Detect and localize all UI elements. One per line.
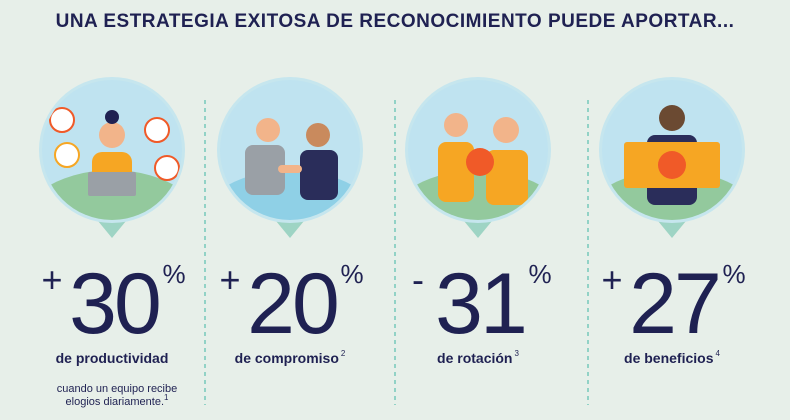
unit: % — [340, 259, 363, 289]
sign: - — [412, 259, 424, 300]
body — [300, 150, 338, 200]
label: de compromiso 2 — [235, 349, 346, 366]
hair — [105, 110, 119, 124]
label-sup: 3 — [515, 349, 520, 358]
handshake — [278, 165, 302, 173]
note-sup: 1 — [164, 393, 169, 402]
head — [256, 118, 280, 142]
number: 31 — [435, 256, 525, 352]
pin-outer — [98, 221, 126, 238]
label-text: de compromiso — [235, 350, 339, 366]
icon — [144, 117, 170, 143]
sign: + — [219, 259, 240, 300]
body — [245, 145, 285, 195]
coin — [658, 151, 686, 179]
number: 27 — [629, 256, 719, 352]
label: de beneficios 4 — [624, 349, 720, 366]
body — [438, 142, 474, 202]
note: elogios diariamente.1 — [66, 393, 169, 408]
icon — [154, 155, 180, 181]
note-text: elogios diariamente. — [66, 396, 164, 408]
label-text: de productividad — [56, 350, 169, 366]
sign: + — [41, 259, 62, 300]
icon — [54, 142, 80, 168]
label: de productividad — [56, 350, 169, 366]
pin-outer — [658, 221, 686, 238]
head — [99, 122, 125, 148]
label-sup: 4 — [716, 349, 721, 358]
sign: + — [601, 259, 622, 300]
head — [659, 105, 685, 131]
head — [493, 117, 519, 143]
heart — [466, 148, 494, 176]
label: de rotación 3 — [437, 349, 519, 366]
pin-outer — [276, 221, 304, 238]
pin-outer — [464, 221, 492, 238]
number: 20 — [247, 256, 337, 352]
dividers — [204, 100, 589, 405]
number: 30 — [69, 256, 159, 352]
body — [486, 150, 528, 205]
label-sup: 2 — [341, 349, 346, 358]
note: cuando un equipo recibe — [57, 383, 177, 395]
label-text: de beneficios — [624, 350, 714, 366]
head — [444, 113, 468, 137]
title: UNA ESTRATEGIA EXITOSA DE RECONOCIMIENTO… — [56, 11, 735, 32]
laptop — [88, 172, 136, 196]
label-text: de rotación — [437, 350, 512, 366]
head — [306, 123, 330, 147]
unit: % — [722, 259, 745, 289]
note-text: cuando un equipo recibe — [57, 383, 177, 395]
unit: % — [162, 259, 185, 289]
icon — [49, 107, 75, 133]
unit: % — [528, 259, 551, 289]
